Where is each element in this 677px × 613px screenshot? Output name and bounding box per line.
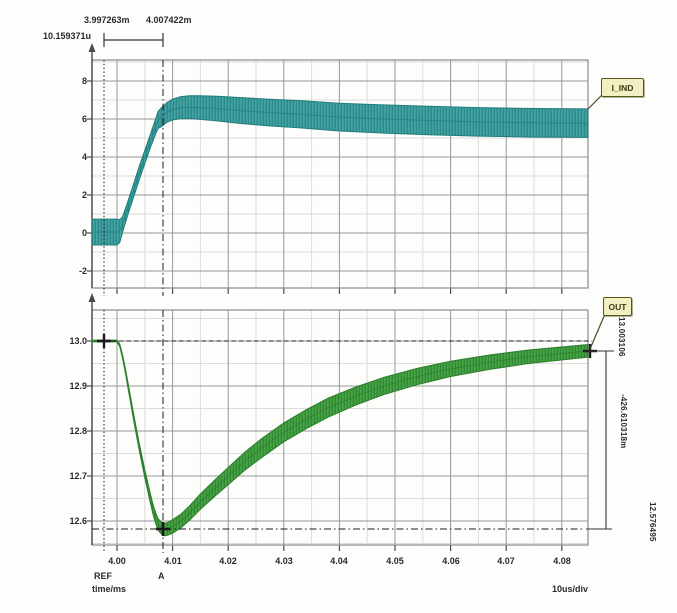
- x-tick-label: 4.01: [164, 556, 182, 566]
- measure-a-value: 12.576495: [648, 502, 657, 542]
- y-tick-label-top: 6: [81, 114, 87, 124]
- ref-cursor-label: REF: [94, 571, 112, 581]
- time-per-div: 10us/div: [551, 584, 588, 594]
- x-tick-label: 4.06: [442, 556, 460, 566]
- measure-delta-value: -426.610318m: [619, 394, 628, 449]
- signal-label-out[interactable]: OUT: [603, 297, 632, 316]
- cursor-cross-marker[interactable]: [156, 522, 170, 536]
- x-tick-label: 4.08: [553, 556, 571, 566]
- x-axis-unit: time/ms: [92, 584, 127, 594]
- a-cursor-label: A: [158, 571, 165, 581]
- cursor-a-time: 4.007422m: [146, 15, 192, 25]
- y-tick-label-top: -2: [78, 266, 87, 276]
- y-tick-label-bottom: 12.9: [69, 381, 87, 391]
- x-tick-label: 4.05: [386, 556, 404, 566]
- y-tick-label-bottom: 13.0: [69, 336, 87, 346]
- x-tick-label: 4.07: [497, 556, 515, 566]
- x-tick-label: 4.00: [108, 556, 126, 566]
- x-tick-label: 4.04: [330, 556, 348, 566]
- y-tick-label-top: 0: [81, 228, 87, 238]
- measure-ref-value: 13.003106: [617, 317, 626, 357]
- y-tick-label-bottom: 12.6: [69, 516, 87, 526]
- cursor-ref-time: 3.997263m: [84, 15, 130, 25]
- y-tick-label-top: 4: [81, 152, 87, 162]
- y-tick-label-bottom: 12.8: [69, 426, 87, 436]
- cursor-cross-marker[interactable]: [97, 334, 111, 348]
- y-tick-label-top: 2: [81, 190, 87, 200]
- y-tick-label-top: 8: [81, 76, 87, 86]
- cursor-delta-time: 10.159371u: [43, 31, 92, 41]
- x-tick-label: 4.03: [275, 556, 293, 566]
- signal-label-i-ind[interactable]: I_IND: [601, 78, 644, 97]
- y-tick-label-bottom: 12.7: [69, 471, 87, 481]
- x-tick-label: 4.02: [219, 556, 237, 566]
